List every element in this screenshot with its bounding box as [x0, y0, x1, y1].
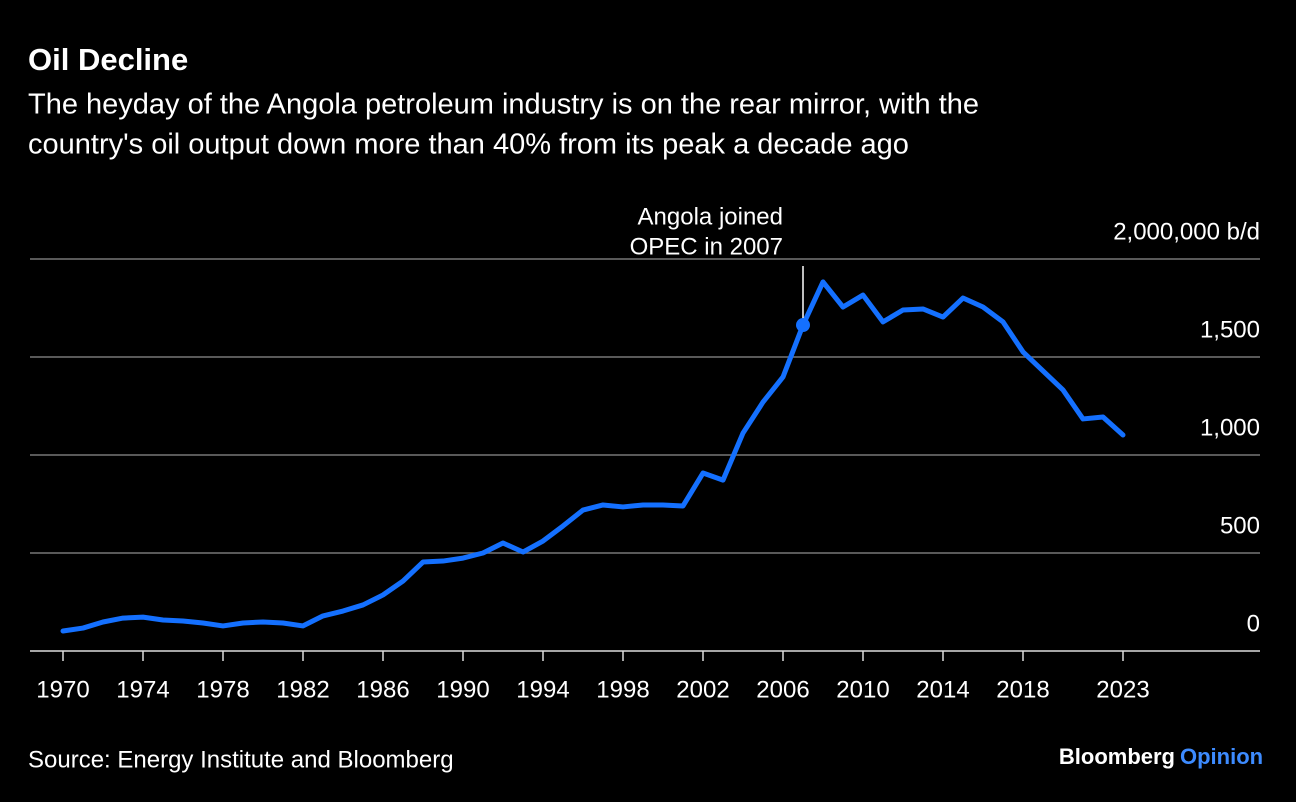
brand: Bloomberg: [1059, 744, 1175, 769]
y-tick-label: 500: [1220, 512, 1260, 539]
x-tick-label: 1986: [356, 676, 409, 703]
y-tick-label: 1,000: [1200, 414, 1260, 441]
x-tick-label: 1978: [196, 676, 249, 703]
x-tick-label: 2023: [1096, 676, 1149, 703]
x-tick-label: 2002: [676, 676, 729, 703]
x-tick-label: 1970: [36, 676, 89, 703]
y-tick-label: 1,500: [1200, 316, 1260, 343]
subtitle: The heyday of the Angola petroleum indus…: [28, 89, 979, 121]
source: Source: Energy Institute and Bloomberg: [28, 746, 454, 773]
x-tick-label: 1990: [436, 676, 489, 703]
chart-title: Oil Decline: [28, 42, 188, 77]
x-tick-label: 1998: [596, 676, 649, 703]
annotation-point: [796, 318, 810, 333]
x-tick-label: 2006: [756, 676, 809, 703]
x-tick-label: 1994: [516, 676, 569, 703]
annotation: OPEC in 2007: [630, 233, 783, 260]
brand: Opinion: [1180, 744, 1263, 769]
data-line: [60, 279, 1126, 634]
x-tick-label: 1974: [116, 676, 169, 703]
x-tick-label: 2014: [916, 676, 969, 703]
y-tick-label: 0: [1247, 610, 1260, 637]
subtitle: country's oil output down more than 40% …: [28, 129, 909, 161]
y-tick-label: 2,000,000 b/d: [1113, 218, 1260, 245]
x-tick-label: 2018: [996, 676, 1049, 703]
x-tick-label: 1982: [276, 676, 329, 703]
annotation: Angola joined: [638, 203, 783, 230]
x-tick-label: 2010: [836, 676, 889, 703]
